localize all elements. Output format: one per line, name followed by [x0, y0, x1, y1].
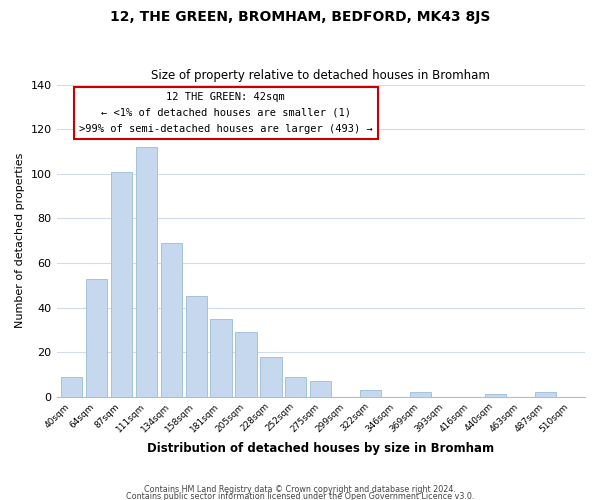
Text: 12 THE GREEN: 42sqm
← <1% of detached houses are smaller (1)
>99% of semi-detach: 12 THE GREEN: 42sqm ← <1% of detached ho… — [79, 92, 373, 134]
Bar — [535, 392, 556, 396]
Bar — [235, 332, 257, 396]
Bar — [410, 392, 431, 396]
Bar — [111, 172, 132, 396]
Bar — [360, 390, 381, 396]
Bar — [310, 381, 331, 396]
Y-axis label: Number of detached properties: Number of detached properties — [15, 153, 25, 328]
Text: 12, THE GREEN, BROMHAM, BEDFORD, MK43 8JS: 12, THE GREEN, BROMHAM, BEDFORD, MK43 8J… — [110, 10, 490, 24]
Bar — [185, 296, 207, 396]
Text: Contains public sector information licensed under the Open Government Licence v3: Contains public sector information licen… — [126, 492, 474, 500]
Text: Contains HM Land Registry data © Crown copyright and database right 2024.: Contains HM Land Registry data © Crown c… — [144, 486, 456, 494]
Bar — [86, 278, 107, 396]
Bar — [211, 318, 232, 396]
Title: Size of property relative to detached houses in Bromham: Size of property relative to detached ho… — [151, 69, 490, 82]
Bar — [285, 376, 307, 396]
Bar — [260, 356, 281, 397]
Bar — [136, 147, 157, 396]
Bar — [61, 376, 82, 396]
Bar — [161, 243, 182, 396]
Bar — [485, 394, 506, 396]
X-axis label: Distribution of detached houses by size in Bromham: Distribution of detached houses by size … — [147, 442, 494, 455]
